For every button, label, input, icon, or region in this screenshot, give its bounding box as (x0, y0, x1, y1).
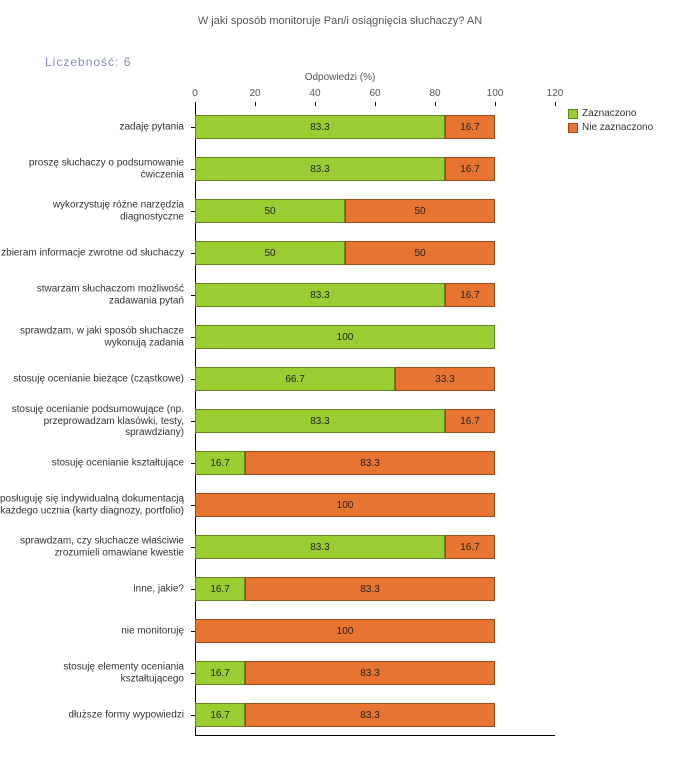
row-label: stosuję ocenianie podsumowujące (np. prz… (0, 404, 188, 439)
chart-row: sprawdzam, czy słuchacze właściwie zrozu… (0, 526, 560, 568)
bar-segment-unchecked: 83.3 (245, 451, 495, 475)
bar-segment-unchecked: 83.3 (245, 703, 495, 727)
bar-track: 83.316.7 (195, 283, 555, 307)
row-label: proszę słuchaczy o podsumowanie ćwiczeni… (0, 158, 188, 181)
bar-segment-checked: 16.7 (195, 577, 245, 601)
chart-row: zadaję pytania 83.316.7 (0, 106, 560, 148)
bar-segment-unchecked: 16.7 (445, 409, 495, 433)
bar-track: 16.783.3 (195, 661, 555, 685)
chart-row: stosuję ocenianie bieżące (cząstkowe) 66.… (0, 358, 560, 400)
x-tick: 80 (429, 88, 440, 99)
x-axis-label: Odpowiedzi (%) (0, 72, 680, 83)
bar-segment-checked: 83.3 (195, 409, 445, 433)
bar-track: 83.316.7 (195, 409, 555, 433)
chart-row: stosuję elementy oceniania kształtująceg… (0, 652, 560, 694)
bar-track: 100 (195, 619, 555, 643)
chart-row: dłuższe formy wypowiedzi 16.783.3 (0, 694, 560, 736)
legend-item: Nie zaznaczono (568, 122, 653, 133)
bar-track: 16.783.3 (195, 577, 555, 601)
bar-segment-checked: 100 (195, 325, 495, 349)
x-tick: 40 (309, 88, 320, 99)
legend-label: Nie zaznaczono (582, 122, 653, 133)
bar-segment-unchecked: 100 (195, 493, 495, 517)
bar-segment-unchecked: 33.3 (395, 367, 495, 391)
row-label: wykorzystuję różne narzędzia diagnostycz… (0, 200, 188, 223)
bar-segment-unchecked: 16.7 (445, 157, 495, 181)
count-label: Liczebność: 6 (45, 55, 131, 69)
chart-row: nie monitoruję 100 (0, 610, 560, 652)
bar-segment-unchecked: 50 (345, 241, 495, 265)
row-label: zbieram informacje zwrotne od słuchaczy (0, 247, 188, 259)
bar-track: 100 (195, 325, 555, 349)
chart-rows: zadaję pytania83.316.7proszę słuchaczy o… (0, 106, 560, 736)
legend-swatch (568, 123, 578, 133)
row-label: stosuję ocenianie bieżące (cząstkowe) (0, 373, 188, 385)
bar-segment-checked: 50 (195, 199, 345, 223)
legend-swatch (568, 109, 578, 119)
row-label: sprawdzam, w jaki sposób słuchacze wykon… (0, 326, 188, 349)
bar-segment-unchecked: 16.7 (445, 535, 495, 559)
chart-row: inne, jakie? 16.783.3 (0, 568, 560, 610)
bar-track: 16.783.3 (195, 451, 555, 475)
legend: Zaznaczono Nie zaznaczono (568, 108, 653, 136)
row-label: inne, jakie? (0, 583, 188, 595)
x-tick: 100 (487, 88, 504, 99)
bar-track: 100 (195, 493, 555, 517)
bar-track: 66.733.3 (195, 367, 555, 391)
row-label: dłuższe formy wypowiedzi (0, 709, 188, 721)
row-label: sprawdzam, czy słuchacze właściwie zrozu… (0, 536, 188, 559)
chart-row: zbieram informacje zwrotne od słuchaczy 5… (0, 232, 560, 274)
x-tick: 60 (369, 88, 380, 99)
row-label: zadaję pytania (0, 121, 188, 133)
bar-segment-unchecked: 83.3 (245, 661, 495, 685)
chart-row: posługuję się indywidualną dokumentacją … (0, 484, 560, 526)
row-label: stosuję elementy oceniania kształtująceg… (0, 662, 188, 685)
bar-segment-checked: 16.7 (195, 661, 245, 685)
row-label: nie monitoruję (0, 625, 188, 637)
chart-row: stosuję ocenianie kształtujące 16.783.3 (0, 442, 560, 484)
chart-row: stosuję ocenianie podsumowujące (np. prz… (0, 400, 560, 442)
chart-title: W jaki sposób monitoruje Pan/i osiągnięc… (0, 0, 680, 27)
x-tick: 120 (547, 88, 564, 99)
legend-item: Zaznaczono (568, 108, 653, 119)
bar-segment-checked: 66.7 (195, 367, 395, 391)
bar-track: 83.316.7 (195, 535, 555, 559)
bar-segment-unchecked: 16.7 (445, 283, 495, 307)
bar-track: 5050 (195, 241, 555, 265)
bar-segment-unchecked: 16.7 (445, 115, 495, 139)
bar-track: 16.783.3 (195, 703, 555, 727)
row-label: posługuję się indywidualną dokumentacją … (0, 494, 188, 517)
row-label: stosuję ocenianie kształtujące (0, 457, 188, 469)
bar-segment-checked: 83.3 (195, 115, 445, 139)
bar-segment-checked: 50 (195, 241, 345, 265)
bar-segment-checked: 16.7 (195, 703, 245, 727)
row-label: stwarzam słuchaczom możliwość zadawania … (0, 284, 188, 307)
x-tick: 20 (249, 88, 260, 99)
bar-segment-checked: 16.7 (195, 451, 245, 475)
bar-segment-checked: 83.3 (195, 157, 445, 181)
legend-label: Zaznaczono (582, 108, 636, 119)
bar-track: 83.316.7 (195, 157, 555, 181)
chart-row: wykorzystuję różne narzędzia diagnostycz… (0, 190, 560, 232)
bar-segment-unchecked: 100 (195, 619, 495, 643)
chart-row: proszę słuchaczy o podsumowanie ćwiczeni… (0, 148, 560, 190)
bar-segment-unchecked: 50 (345, 199, 495, 223)
bar-track: 5050 (195, 199, 555, 223)
bar-track: 83.316.7 (195, 115, 555, 139)
x-tick: 0 (192, 88, 198, 99)
bar-segment-unchecked: 83.3 (245, 577, 495, 601)
bar-segment-checked: 83.3 (195, 535, 445, 559)
x-ticks: 020406080100120 (195, 88, 555, 102)
bar-segment-checked: 83.3 (195, 283, 445, 307)
chart-row: sprawdzam, w jaki sposób słuchacze wykon… (0, 316, 560, 358)
chart-row: stwarzam słuchaczom możliwość zadawania … (0, 274, 560, 316)
